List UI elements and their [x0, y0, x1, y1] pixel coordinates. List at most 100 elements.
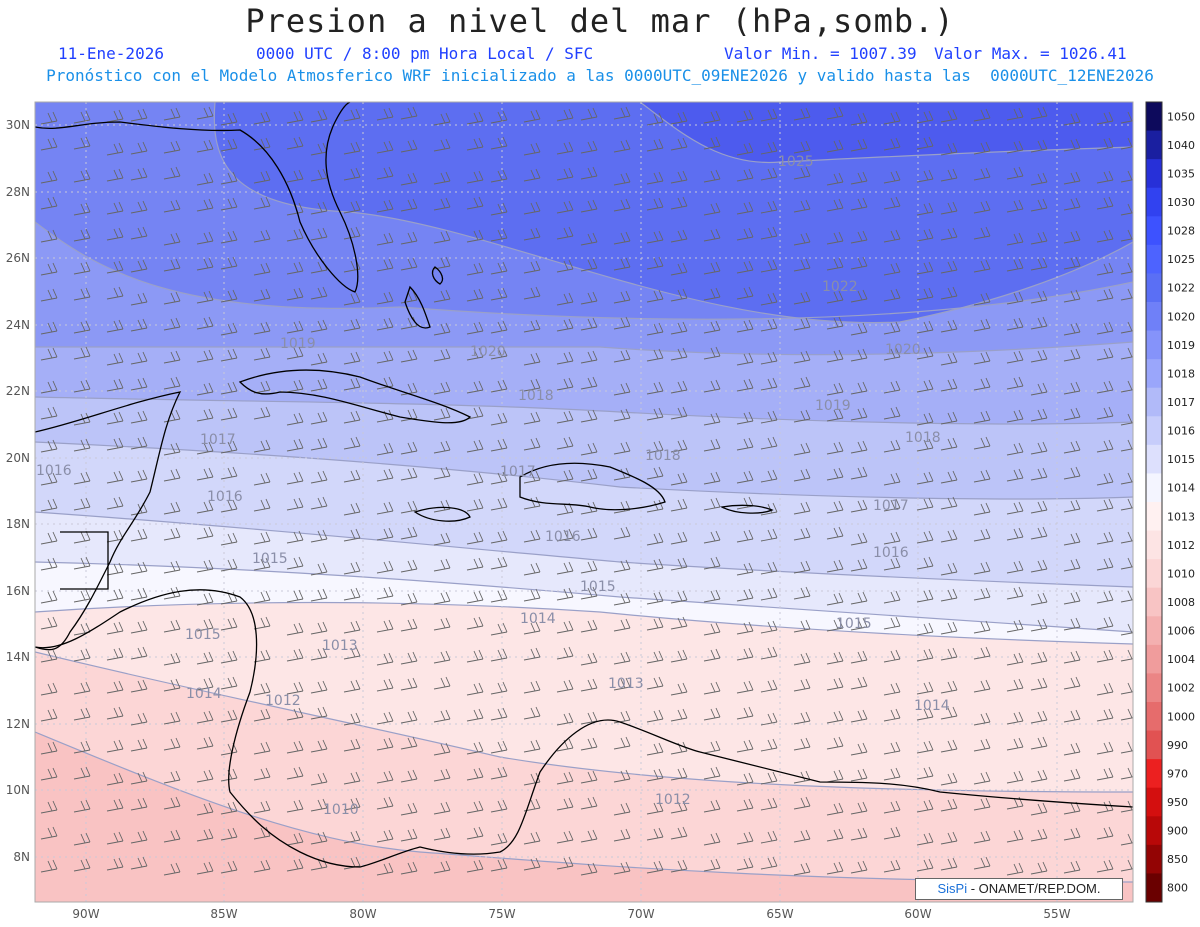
- wind-barb: [736, 286, 754, 300]
- lon-label: 75W: [488, 907, 515, 921]
- colorbar-swatch: [1146, 559, 1162, 589]
- wind-barb: [826, 382, 844, 396]
- wind-barb: [670, 859, 688, 873]
- wind-barb: [1006, 291, 1024, 305]
- wind-barb: [106, 470, 124, 484]
- wind-barb: [760, 502, 778, 516]
- wind-barb: [490, 858, 508, 872]
- wind-barb: [220, 676, 238, 690]
- wind-barb: [73, 799, 91, 813]
- wind-barb: [613, 651, 631, 665]
- wind-barb: [850, 617, 868, 631]
- colorbar-swatch: [1146, 530, 1162, 560]
- wind-barb: [220, 348, 238, 362]
- wind-barb: [466, 682, 484, 696]
- wind-barb: [973, 167, 991, 181]
- wind-barb: [1030, 769, 1048, 783]
- wind-barb: [1120, 741, 1133, 754]
- contour-label: 1013: [322, 638, 358, 654]
- colorbar-swatch: [1146, 187, 1162, 217]
- wind-barb: [973, 108, 991, 122]
- colorbar-swatch: [1146, 673, 1162, 703]
- lat-label: 8N: [13, 850, 30, 864]
- credit-box: SisPi - ONAMET/REP.DOM.: [915, 878, 1123, 900]
- wind-barb: [1030, 861, 1048, 875]
- wind-barb: [196, 441, 214, 455]
- wind-barb: [940, 706, 958, 720]
- wind-barb: [670, 406, 688, 420]
- wind-barb: [736, 739, 754, 753]
- wind-barb: [523, 286, 541, 300]
- wind-barb: [40, 229, 58, 243]
- wind-barb: [613, 769, 631, 783]
- wind-barb: [883, 196, 901, 210]
- wind-barb: [253, 649, 271, 663]
- wind-barb: [1006, 258, 1024, 272]
- wind-barb: [220, 138, 238, 152]
- wind-barb: [73, 497, 91, 511]
- wind-barb: [973, 292, 991, 306]
- wind-barb: [670, 170, 688, 184]
- wind-barb: [253, 288, 271, 302]
- wind-barb: [433, 440, 451, 454]
- wind-barb: [580, 376, 598, 390]
- wind-barb: [163, 291, 181, 305]
- colorbar-label: 970: [1167, 767, 1188, 780]
- contour-label: 1020: [470, 344, 506, 360]
- wind-barb: [916, 287, 934, 301]
- wind-barb: [73, 471, 91, 485]
- wind-barb: [940, 621, 958, 635]
- wind-barb: [400, 231, 418, 245]
- wind-barb: [850, 171, 868, 185]
- wind-barb: [1120, 262, 1133, 275]
- colorbar-label: 1000: [1167, 710, 1195, 723]
- wind-barb: [163, 376, 181, 390]
- wind-barb: [646, 440, 664, 454]
- wind-barb: [613, 618, 631, 632]
- wind-barb: [40, 767, 58, 781]
- wind-barb: [670, 767, 688, 781]
- wind-barb: [523, 109, 541, 123]
- wind-barb: [106, 142, 124, 156]
- wind-barb: [580, 527, 598, 541]
- wind-barb: [286, 648, 304, 662]
- wind-barb: [760, 646, 778, 660]
- wind-barb: [310, 739, 328, 753]
- wind-barb: [646, 532, 664, 546]
- wind-barb: [376, 291, 394, 305]
- wind-barb: [973, 561, 991, 575]
- wind-barb: [736, 647, 754, 661]
- wind-barb: [556, 259, 574, 273]
- wind-barb: [940, 470, 958, 484]
- wind-barb: [646, 230, 664, 244]
- wind-barb: [343, 318, 361, 332]
- wind-barb: [940, 352, 958, 366]
- wind-barb: [580, 107, 598, 121]
- wind-barb: [1096, 531, 1114, 545]
- wind-barb: [130, 528, 148, 542]
- wind-barb: [253, 111, 271, 125]
- wind-barb: [580, 140, 598, 154]
- wind-barb: [106, 588, 124, 602]
- wind-barb: [310, 772, 328, 786]
- wind-barb: [760, 141, 778, 155]
- wind-barb: [466, 590, 484, 604]
- wind-barb: [883, 649, 901, 663]
- contour-label: 1013: [608, 676, 644, 692]
- wind-barb: [1063, 676, 1081, 690]
- wind-barb: [253, 137, 271, 151]
- wind-barb: [850, 709, 868, 723]
- wind-barb: [613, 559, 631, 573]
- wind-barb: [286, 681, 304, 695]
- colorbar-label: 900: [1167, 825, 1188, 838]
- wind-barb: [646, 801, 664, 815]
- wind-barb: [613, 198, 631, 212]
- wind-barb: [466, 616, 484, 630]
- colorbar-swatch: [1146, 787, 1162, 817]
- colorbar-frame: [1145, 101, 1163, 903]
- wind-barb: [1063, 768, 1081, 782]
- wind-barb: [343, 141, 361, 155]
- wind-barb: [613, 861, 631, 875]
- colorbar-label: 1016: [1167, 425, 1195, 438]
- colorbar-label: 1006: [1167, 625, 1195, 638]
